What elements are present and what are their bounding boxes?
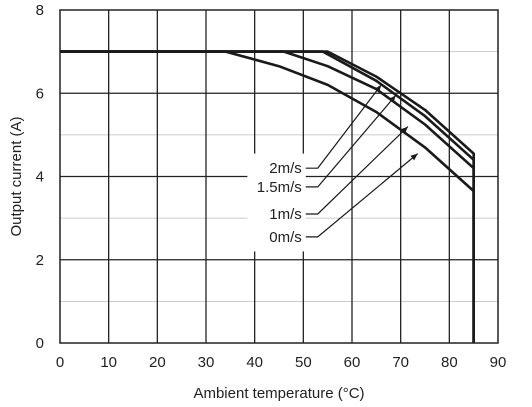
x-tick-label: 40: [246, 354, 263, 371]
annotations: 2m/s 1.5m/s 1m/s 0m/s: [247, 84, 419, 252]
x-tick-label: 60: [344, 354, 361, 371]
plot-frame: [59, 9, 499, 344]
arrow-head: [400, 126, 408, 134]
x-axis-title: Ambient temperature (°C): [193, 385, 364, 402]
x-tick-labels: 0 10 20 30 40 50 60 70 80 90: [56, 354, 507, 371]
y-axis-title: Output current (A): [8, 116, 25, 236]
leader-line: [305, 84, 382, 169]
x-tick-label: 70: [392, 354, 409, 371]
arrow-head: [410, 153, 418, 161]
y-tick-label: 6: [36, 85, 44, 102]
y-tick-label: 2: [36, 252, 44, 269]
y-tick-label: 4: [36, 169, 44, 186]
x-tick-label: 30: [198, 354, 215, 371]
series-label: 0m/s: [269, 229, 302, 246]
y-tick-labels: 0 2 4 6 8: [36, 2, 44, 352]
leader-line: [305, 94, 397, 188]
series-line-3: [60, 50, 476, 343]
arrow-head: [389, 95, 396, 103]
series-label: 2m/s: [269, 160, 302, 177]
x-tick-label: 20: [149, 354, 166, 371]
leader-line: [305, 153, 419, 238]
y-tick-label: 0: [36, 335, 44, 352]
annotation-background: [247, 153, 306, 252]
series-label: 1m/s: [269, 206, 302, 223]
x-tick-label: 50: [295, 354, 312, 371]
x-tick-label: 90: [490, 354, 507, 371]
y-tick-label: 8: [36, 2, 44, 19]
x-tick-label: 80: [441, 354, 458, 371]
arrow-head: [374, 84, 382, 93]
x-tick-label: 10: [100, 354, 117, 371]
series-label: 1.5m/s: [257, 179, 302, 196]
x-tick-label: 0: [56, 354, 64, 371]
leader-line: [305, 126, 409, 215]
